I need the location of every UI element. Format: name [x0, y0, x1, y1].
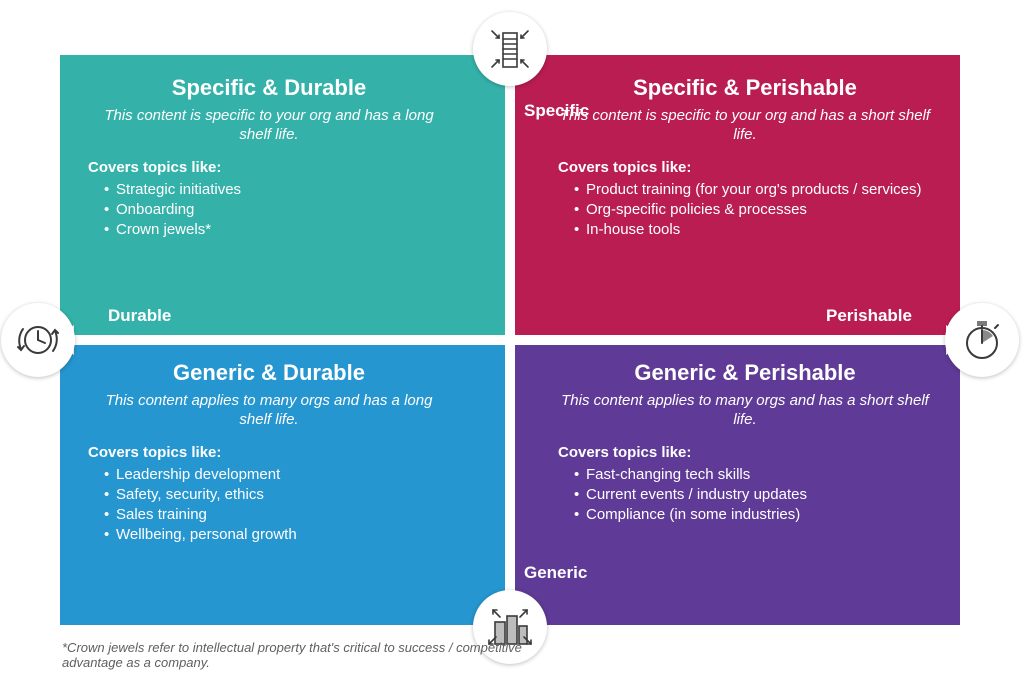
building-specific-icon	[473, 12, 547, 86]
axis-label-left: Durable	[108, 306, 171, 326]
bullet-item: Org-specific policies & processes	[574, 200, 932, 220]
quadrant-top-right: Specific & Perishable This content is sp…	[510, 55, 960, 340]
bullet-item: Safety, security, ethics	[104, 485, 450, 505]
bullet-item: Fast-changing tech skills	[574, 465, 932, 485]
bullet-item: Product training (for your org's product…	[574, 180, 932, 200]
bullet-item: In-house tools	[574, 220, 932, 240]
bullet-item: Current events / industry updates	[574, 485, 932, 505]
stopwatch-perishable-icon	[945, 303, 1019, 377]
bullet-list: Strategic initiativesOnboardingCrown jew…	[88, 180, 450, 241]
vertical-axis-arrow	[505, 65, 515, 615]
clock-durable-icon	[1, 303, 75, 377]
covers-label: Covers topics like:	[558, 159, 932, 176]
bullet-item: Onboarding	[104, 200, 450, 220]
bullet-item: Crown jewels*	[104, 220, 450, 240]
quadrant-infographic: Specific & Durable This content is speci…	[0, 0, 1024, 689]
bullet-item: Strategic initiatives	[104, 180, 450, 200]
quadrant-subtitle: This content is specific to your org and…	[88, 107, 450, 145]
quadrant-title: Generic & Perishable	[558, 360, 932, 386]
axis-label-bottom: Generic	[524, 563, 587, 583]
quadrant-top-left: Specific & Durable This content is speci…	[60, 55, 510, 340]
quadrant-subtitle: This content applies to many orgs and ha…	[88, 392, 450, 430]
axis-label-right: Perishable	[826, 306, 912, 326]
bullet-list: Fast-changing tech skillsCurrent events …	[558, 465, 932, 526]
bullet-list: Product training (for your org's product…	[558, 180, 932, 241]
footnote-text: *Crown jewels refer to intellectual prop…	[62, 640, 562, 671]
axis-label-top: Specific	[524, 101, 589, 121]
quadrant-subtitle: This content is specific to your org and…	[558, 107, 932, 145]
quadrant-title: Specific & Durable	[88, 75, 450, 101]
bullet-item: Sales training	[104, 505, 450, 525]
quadrant-title: Generic & Durable	[88, 360, 450, 386]
quadrant-title: Specific & Perishable	[558, 75, 932, 101]
quadrant-subtitle: This content applies to many orgs and ha…	[558, 392, 932, 430]
bullet-list: Leadership developmentSafety, security, …	[88, 465, 450, 546]
bullet-item: Compliance (in some industries)	[574, 505, 932, 525]
bullet-item: Wellbeing, personal growth	[104, 525, 450, 545]
covers-label: Covers topics like:	[558, 444, 932, 461]
covers-label: Covers topics like:	[88, 159, 450, 176]
covers-label: Covers topics like:	[88, 444, 450, 461]
quadrant-bottom-left: Generic & Durable This content applies t…	[60, 340, 510, 625]
bullet-item: Leadership development	[104, 465, 450, 485]
